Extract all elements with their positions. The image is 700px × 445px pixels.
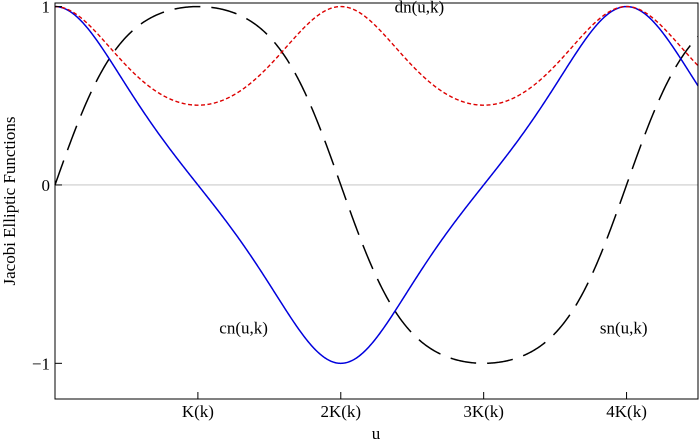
y-tick-label: −1: [32, 354, 50, 373]
chart-text: u Jacobi Elliptic Functions K(k) 2K(k) 3K(…: [0, 0, 648, 443]
series-label-dn: dn(u,k): [395, 0, 445, 17]
series-lines: [54, 5, 699, 365]
y-tick-label: 0: [42, 176, 51, 195]
series-label-cn: cn(u,k): [219, 319, 268, 338]
x-tick-label: K(k): [182, 402, 214, 421]
y-tick-label: 1: [42, 0, 51, 17]
y-axis-label: Jacobi Elliptic Functions: [0, 116, 19, 285]
series-line-cn: [54, 5, 699, 365]
plot-frame: [54, 2, 699, 400]
series-label-sn: sn(u,k): [600, 319, 648, 338]
series-line-sn: [54, 5, 699, 365]
series-line-dn: [54, 5, 699, 106]
x-axis-label: u: [372, 424, 381, 443]
x-tick-label: 4K(k): [606, 402, 647, 421]
x-tick-label: 3K(k): [463, 402, 504, 421]
axis-ticks: [55, 6, 628, 399]
x-tick-label: 2K(k): [320, 402, 361, 421]
